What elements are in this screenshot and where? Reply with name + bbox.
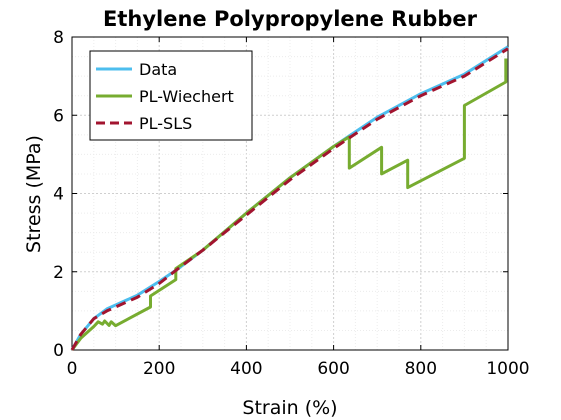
y-tick-label: 2 — [53, 263, 64, 283]
chart-title: Ethylene Polypropylene Rubber — [103, 7, 478, 31]
x-tick-label: 200 — [143, 359, 175, 379]
legend-label-pl-wiechert: PL-Wiechert — [139, 87, 234, 106]
x-tick-label: 400 — [230, 359, 262, 379]
series-line-pl-sls — [70, 47, 509, 351]
x-tick-label: 800 — [405, 359, 437, 379]
legend-label-pl-sls: PL-SLS — [139, 114, 192, 133]
y-tick-label: 4 — [53, 185, 64, 205]
y-tick-label: 0 — [53, 341, 64, 361]
x-tick-label: 1000 — [486, 359, 529, 379]
y-tick-label: 6 — [53, 106, 64, 126]
y-tick-label: 8 — [53, 28, 64, 48]
legend: Data PL-Wiechert PL-SLS — [89, 50, 253, 141]
x-axis-label: Strain (%) — [242, 397, 337, 419]
series-layer — [70, 45, 509, 351]
x-tick-label: 600 — [317, 359, 349, 379]
legend-label-data: Data — [139, 60, 177, 79]
y-axis-label: Stress (MPa) — [23, 135, 45, 253]
ticks: 0 200 400 600 800 1000 0 2 4 6 8 — [53, 28, 529, 379]
x-tick-label: 0 — [67, 359, 78, 379]
